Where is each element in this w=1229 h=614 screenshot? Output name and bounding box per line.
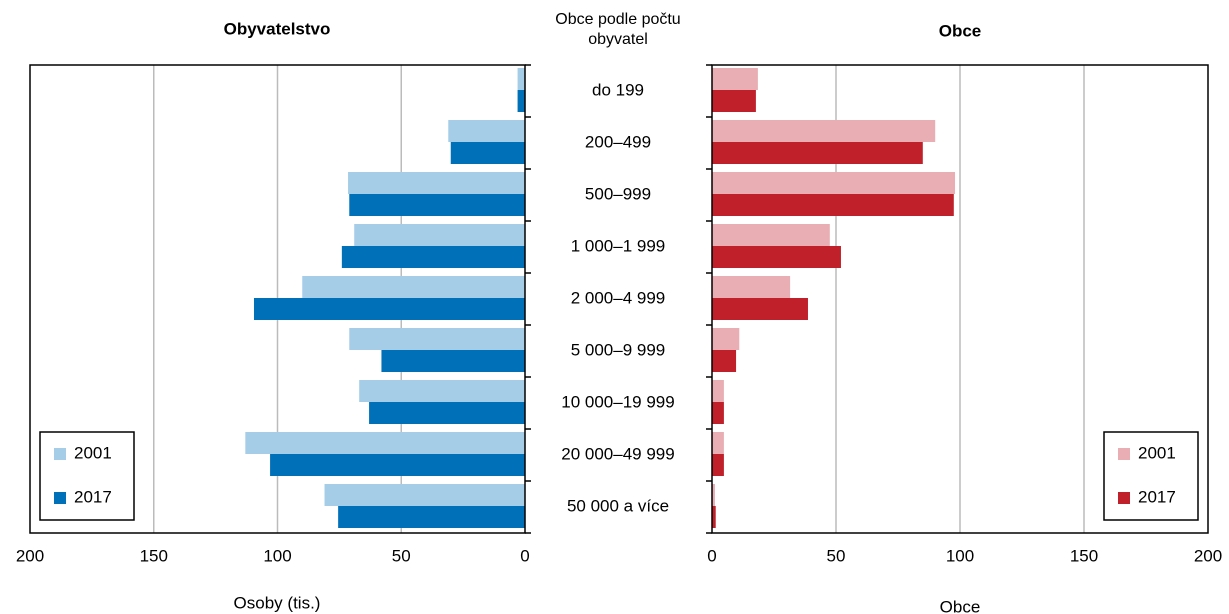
bar <box>712 380 724 402</box>
legend-swatch <box>54 492 66 504</box>
category-label: 50 000 a více <box>567 496 669 515</box>
chart-title: Obyvatelstvo <box>224 19 331 38</box>
legend-swatch <box>54 448 66 460</box>
bar <box>712 68 758 90</box>
bar <box>712 120 936 142</box>
x-tick-label: 0 <box>520 546 529 565</box>
bar <box>712 506 716 528</box>
bar <box>712 194 954 216</box>
bar <box>349 328 525 350</box>
bar <box>712 454 724 476</box>
bar <box>712 142 923 164</box>
category-label: 500–999 <box>585 184 651 203</box>
bar <box>253 298 526 320</box>
x-tick-label: 150 <box>1070 546 1098 565</box>
bar <box>302 276 525 298</box>
legend-box <box>39 431 135 521</box>
bar <box>324 484 525 506</box>
bar <box>712 402 724 424</box>
legend-swatch <box>1118 448 1130 460</box>
bar <box>349 194 525 216</box>
bar <box>448 120 525 142</box>
category-label: 5 000–9 999 <box>571 340 666 359</box>
category-label: 1 000–1 999 <box>571 236 666 255</box>
x-axis-label: Osoby (tis.) <box>234 593 321 612</box>
category-label: 200–499 <box>585 132 651 151</box>
x-axis-label: Obce <box>940 597 981 614</box>
bar <box>270 454 525 476</box>
category-label: do 199 <box>592 80 644 99</box>
x-tick-label: 100 <box>946 546 974 565</box>
bar <box>517 68 525 90</box>
bar <box>712 298 808 320</box>
bar <box>712 350 737 372</box>
plot-frame <box>29 64 526 534</box>
x-tick-label: 0 <box>707 546 716 565</box>
bar <box>354 224 525 246</box>
bar <box>712 246 841 268</box>
category-label: 20 000–49 999 <box>561 444 674 463</box>
x-tick-label: 100 <box>263 546 291 565</box>
bar <box>712 484 715 506</box>
x-tick-label: 200 <box>1194 546 1222 565</box>
bar <box>381 350 525 372</box>
x-tick-label: 200 <box>16 546 44 565</box>
bar <box>712 432 724 454</box>
bar <box>712 90 756 112</box>
bar <box>359 380 525 402</box>
plot-frame <box>711 64 1209 534</box>
bar <box>712 224 830 246</box>
bar <box>712 172 956 194</box>
legend-label: 2017 <box>1138 487 1176 506</box>
x-tick-label: 50 <box>392 546 411 565</box>
bar <box>338 506 525 528</box>
bar <box>450 142 525 164</box>
bar <box>245 432 525 454</box>
legend-box <box>1103 431 1199 521</box>
bar <box>712 328 740 350</box>
x-tick-label: 50 <box>827 546 846 565</box>
category-title: Obce podle počtu obyvatel <box>555 11 681 48</box>
category-label: 10 000–19 999 <box>561 392 674 411</box>
bar <box>348 172 525 194</box>
legend-label: 2001 <box>74 443 112 462</box>
bar <box>517 90 525 112</box>
bar <box>369 402 525 424</box>
legend-label: 2017 <box>74 487 112 506</box>
bar <box>712 276 791 298</box>
legend-label: 2001 <box>1138 443 1176 462</box>
x-tick-label: 150 <box>140 546 168 565</box>
chart-title: Obce <box>939 21 982 40</box>
bar <box>341 246 525 268</box>
category-label: 2 000–4 999 <box>571 288 666 307</box>
legend-swatch <box>1118 492 1130 504</box>
